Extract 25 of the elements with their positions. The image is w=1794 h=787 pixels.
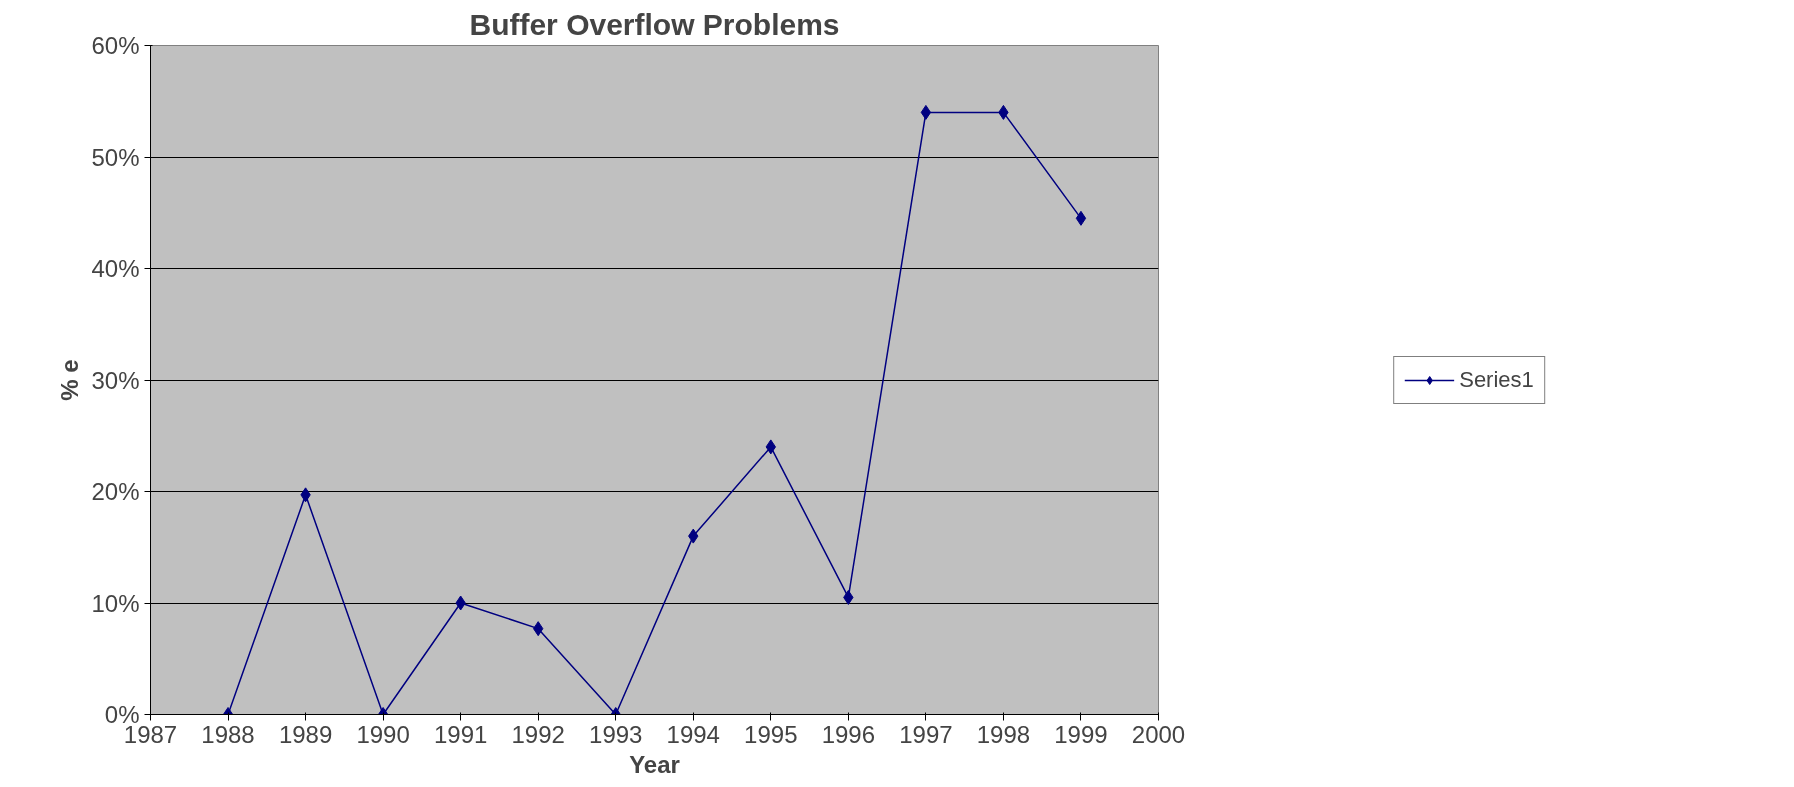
y-tick-label: 10% <box>91 589 140 617</box>
x-tick-label: 2000 <box>1131 720 1186 748</box>
x-tick-label: 1999 <box>1054 720 1108 748</box>
point <box>920 104 932 120</box>
chart-title: Buffer Overflow Problems <box>469 7 840 41</box>
x-tick-label: 1989 <box>278 720 333 748</box>
y-tick-label: 50% <box>91 143 140 171</box>
x-axis-title: Year <box>629 750 680 778</box>
x-tick-label: 1996 <box>821 720 876 748</box>
y-axis-title: % e <box>56 359 84 401</box>
point <box>1075 210 1087 226</box>
x-tick-label: 1998 <box>976 720 1031 748</box>
y-tick-label: 20% <box>91 478 140 505</box>
legend-label: Series1 <box>1459 366 1534 393</box>
x-tick-label: 1997 <box>899 720 953 748</box>
y-tick-label: 30% <box>91 366 140 394</box>
x-tick-label: 1995 <box>744 720 798 748</box>
x-tick-label: 1991 <box>433 720 488 748</box>
y-tick-label: 60% <box>91 32 140 59</box>
x-tick-label: 1988 <box>201 720 255 748</box>
x-tick-label: 1992 <box>511 720 565 748</box>
x-tick-label: 1990 <box>356 720 410 748</box>
x-tick-label: 1994 <box>666 720 720 748</box>
y-tick-label: 40% <box>91 255 140 282</box>
x-tick-label: 1993 <box>589 720 643 748</box>
